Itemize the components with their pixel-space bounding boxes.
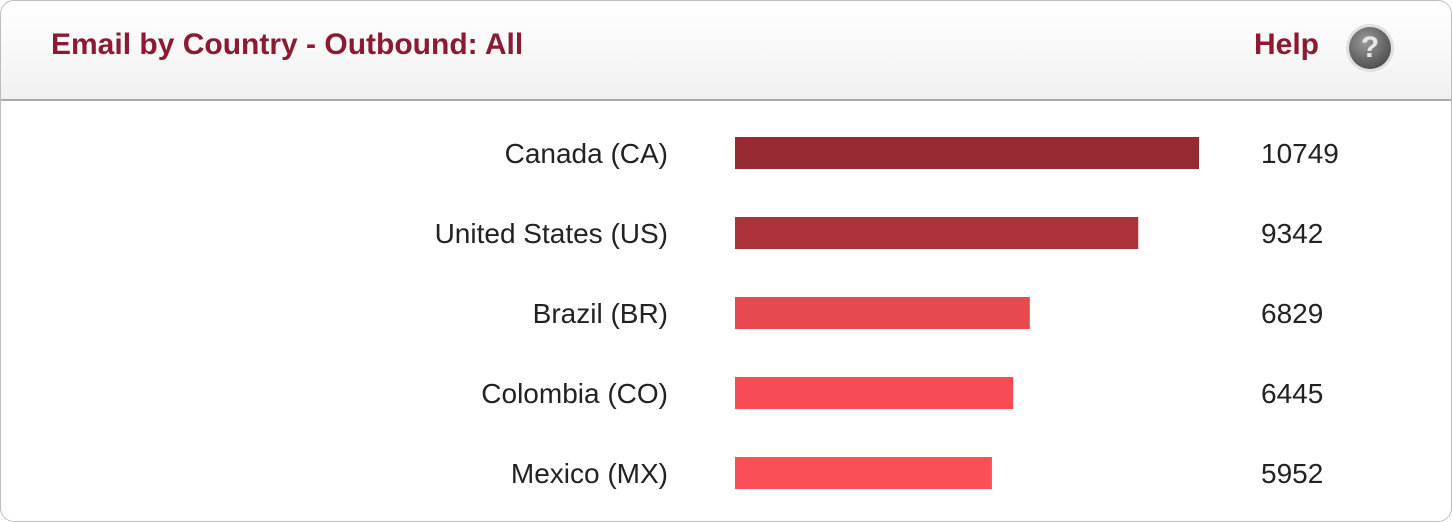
value-label: 6829 [1261,298,1323,329]
panel-header: Email by Country - Outbound: All Help ? [1,1,1451,101]
value-label: 9342 [1261,218,1323,249]
category-label: Mexico (MX) [511,458,668,489]
question-mark-icon[interactable]: ? [1349,27,1391,69]
value-label: 6445 [1261,378,1323,409]
panel-title: Email by Country - Outbound: All [51,28,524,61]
category-label: United States (US) [435,218,668,249]
category-label: Brazil (BR) [533,298,668,329]
bar-chart: Canada (CA) 10749 United States (US) 9342 Br… [435,137,1339,489]
bar[interactable] [735,217,1139,249]
help-link[interactable]: Help [1253,28,1319,61]
bar[interactable] [735,137,1199,169]
value-label: 10749 [1261,138,1339,169]
value-label: 5952 [1261,458,1323,489]
bar[interactable] [735,457,992,489]
category-label: Canada (CA) [505,138,668,169]
bar[interactable] [735,297,1030,329]
bar[interactable] [735,377,1014,409]
category-label: Colombia (CO) [481,378,668,409]
